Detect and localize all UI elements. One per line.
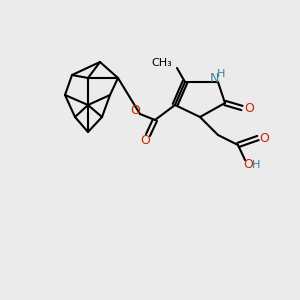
Text: O: O xyxy=(243,158,253,172)
Text: N: N xyxy=(209,71,219,85)
Text: O: O xyxy=(130,104,140,118)
Text: O: O xyxy=(259,131,269,145)
Text: H: H xyxy=(217,69,225,79)
Text: H: H xyxy=(252,160,260,170)
Text: O: O xyxy=(140,134,150,148)
Text: O: O xyxy=(244,101,254,115)
Text: CH₃: CH₃ xyxy=(151,58,172,68)
